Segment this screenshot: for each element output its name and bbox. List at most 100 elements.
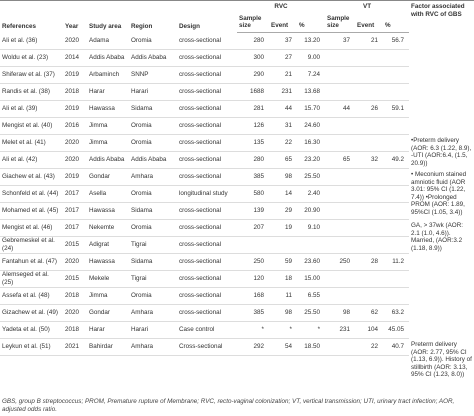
study-area-cell: Hawassa	[87, 202, 129, 220]
year-cell: 2021	[63, 338, 87, 356]
region-cell: Amhara	[129, 338, 177, 356]
vt-percent-cell	[383, 202, 410, 220]
year-cell: 2020	[63, 32, 87, 50]
sub-header: Sample size	[237, 12, 269, 33]
table-row: Gebremeskel et al. (24) 2015 Adigrat Tigrai…	[0, 236, 474, 254]
column-header: Study area	[87, 0, 129, 32]
vt-event-cell	[355, 202, 384, 220]
vt-sample-cell	[325, 168, 356, 186]
rvc-event-cell: 98	[269, 168, 297, 186]
factor-cell	[409, 49, 474, 66]
sub-header: %	[297, 12, 326, 33]
vt-event-cell	[355, 134, 384, 152]
factor-cell	[409, 304, 474, 321]
reference-cell: Mengist et al. (40)	[0, 117, 63, 135]
factor-cell: Preterm delivery (AOR: 2.77, 95% CI (1.1…	[409, 338, 474, 378]
vt-event-cell	[355, 219, 384, 237]
design-cell: cross-sectional	[177, 151, 237, 169]
design-cell: cross-sectional	[177, 66, 237, 84]
reference-cell: Melet et al. (41)	[0, 134, 63, 152]
year-cell: 2015	[63, 270, 87, 288]
design-cell: cross-sectional	[177, 32, 237, 50]
region-cell: Amhara	[129, 168, 177, 186]
rvc-sample-cell: 290	[237, 66, 269, 84]
region-cell: Amhara	[129, 304, 177, 322]
factor-text: GA, > 37wk (AOR: 2.1 (1.0, 4.6)). Marrie…	[411, 222, 463, 252]
vt-event-cell: 32	[355, 151, 384, 169]
vt-event-cell	[355, 185, 384, 203]
region-cell: Oromia	[129, 287, 177, 305]
rvc-event-cell: 11	[269, 287, 297, 305]
vt-event-cell	[355, 270, 384, 288]
year-cell: 2017	[63, 219, 87, 237]
rvc-percent-cell: 2.40	[297, 185, 326, 203]
vt-percent-cell	[383, 219, 410, 237]
design-cell: cross-sectional	[177, 100, 237, 118]
vt-percent-cell	[383, 49, 410, 67]
factor-cell	[409, 100, 474, 117]
vt-percent-cell	[383, 287, 410, 305]
factor-text: Preterm delivery (AOR: 2.77, 95% CI (1.1…	[411, 341, 472, 378]
rvc-sample-cell: 135	[237, 134, 269, 152]
vt-event-cell	[355, 83, 384, 101]
vt-percent-cell	[383, 185, 410, 203]
region-cell: Oromia	[129, 117, 177, 135]
table-row: Mengist et al. (46) 2017 Nekemte Oromia cros…	[0, 219, 474, 252]
rvc-percent-cell: 13.20	[297, 32, 326, 50]
year-cell: 2018	[63, 83, 87, 101]
region-cell: Tigrai	[129, 270, 177, 288]
factor-cell	[409, 321, 474, 338]
year-cell: 2020	[63, 304, 87, 322]
rvc-percent-cell: 15.70	[297, 100, 326, 118]
reference-cell: Alemseged et al. (25)	[0, 270, 63, 288]
rvc-percent-cell: 20.90	[297, 202, 326, 220]
study-area-cell: Gondar	[87, 304, 129, 322]
study-area-cell: Harar	[87, 83, 129, 101]
vt-percent-cell: 49.2	[383, 151, 410, 169]
region-cell: Harari	[129, 83, 177, 101]
reference-cell: Leykun et al. (51)	[0, 338, 63, 356]
vt-percent-cell	[383, 117, 410, 135]
reference-cell: Mohamed et al. (45)	[0, 202, 63, 220]
rvc-event-cell: 54	[269, 338, 297, 356]
reference-cell: Gizachew et al. (49)	[0, 304, 63, 322]
vt-sample-cell	[325, 219, 356, 237]
study-area-cell: Hawassa	[87, 100, 129, 118]
rvc-sample-cell: 250	[237, 253, 269, 271]
rvc-percent-cell: *	[297, 321, 326, 339]
region-cell: Sidama	[129, 253, 177, 271]
design-cell: cross-sectional	[177, 117, 237, 135]
vt-sample-cell	[325, 117, 356, 135]
year-cell: 2020	[63, 253, 87, 271]
rvc-percent-cell: 24.60	[297, 117, 326, 135]
reference-cell: Fantahun et al. (47)	[0, 253, 63, 271]
vt-event-cell: 21	[355, 32, 384, 50]
table-row: Mengist et al. (40) 2016 Jimma Oromia cross-…	[0, 117, 474, 135]
rvc-percent-cell: 15.00	[297, 270, 326, 288]
region-cell: Oromia	[129, 32, 177, 50]
rvc-sample-cell: 1688	[237, 83, 269, 101]
rvc-sample-cell: 385	[237, 168, 269, 186]
year-cell: 2017	[63, 185, 87, 203]
sub-header: Event	[269, 12, 297, 33]
vt-sample-cell	[325, 270, 356, 288]
year-cell: 2020	[63, 134, 87, 152]
table-row: Ali et al. (36) 2020 Adama Oromia cross-sect…	[0, 32, 474, 50]
rvc-event-cell: 18	[269, 270, 297, 288]
rvc-sample-cell: 385	[237, 304, 269, 322]
factor-cell	[409, 151, 474, 168]
region-cell: Oromia	[129, 219, 177, 237]
vt-percent-cell: 63.2	[383, 304, 410, 322]
region-cell: Sidama	[129, 202, 177, 220]
study-area-cell: Hawassa	[87, 253, 129, 271]
rvc-event-cell: 14	[269, 185, 297, 203]
rvc-percent-cell: 9.10	[297, 219, 326, 237]
table-row: Fantahun et al. (47) 2020 Hawassa Sidama cro…	[0, 253, 474, 271]
factor-cell	[409, 202, 474, 219]
study-area-cell: Addis Ababa	[87, 49, 129, 67]
column-header: Design	[177, 0, 237, 32]
vt-sample-cell	[325, 66, 356, 84]
rvc-event-cell: 37	[269, 32, 297, 50]
table-row: Giachew et al. (43) 2019 Gondar Amhara cross…	[0, 168, 474, 216]
sub-header: %	[383, 12, 410, 33]
